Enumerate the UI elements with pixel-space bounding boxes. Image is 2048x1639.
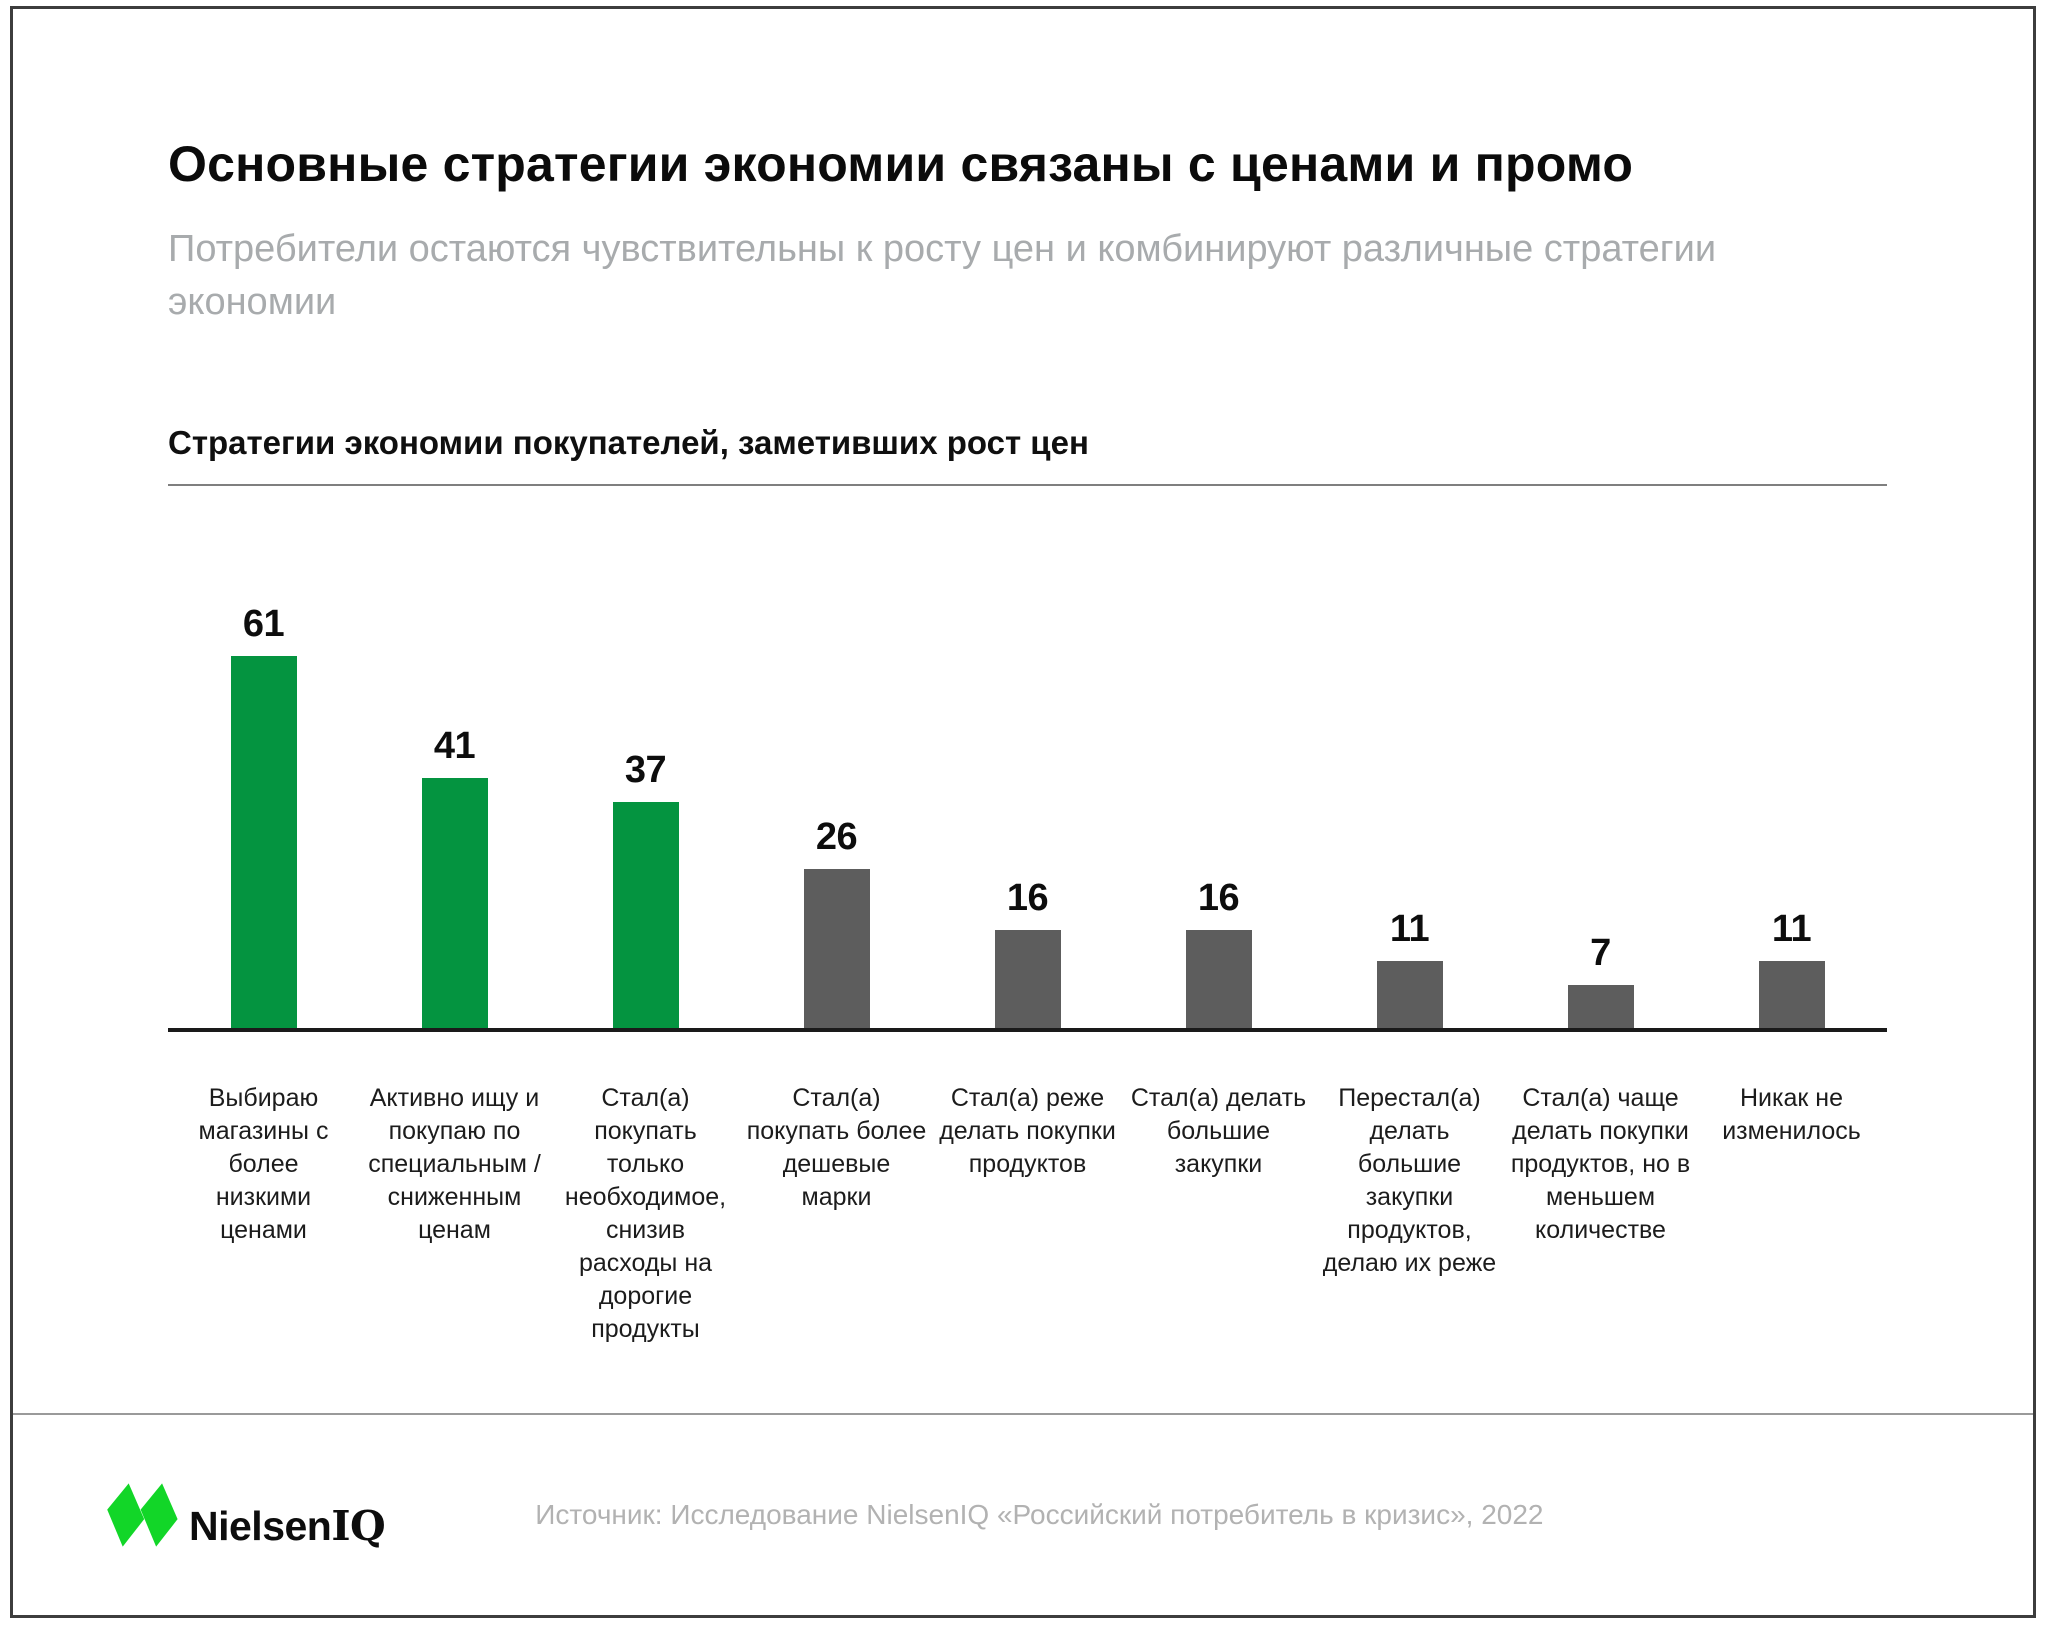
bar-category-cell: Стал(а) покупать более дешевые марки — [741, 1082, 932, 1346]
bar-category-label: Стал(а) покупать более дешевые марки — [746, 1084, 927, 1212]
bar-category-cell: Перестал(а) делать большие закупки проду… — [1314, 1082, 1505, 1346]
chart-plot: 61 41 37 26 16 16 11 7 11 — [168, 486, 1887, 1033]
wordmark-nielsen: Nielsen — [189, 1503, 332, 1549]
bar — [803, 869, 870, 1029]
bar-category-label: Стал(а) чаще делать покупки продуктов, н… — [1510, 1084, 1691, 1245]
bar-category-cell: Никак не изменилось — [1696, 1082, 1887, 1346]
bar-value-label: 11 — [1771, 908, 1812, 951]
source-text: Источник: Исследование NielsenIQ «Россий… — [535, 1499, 1544, 1530]
bar-category-label: Перестал(а) делать большие закупки проду… — [1322, 1084, 1497, 1278]
bar — [612, 802, 679, 1029]
bar-value-label: 37 — [624, 749, 667, 792]
page-subtitle: Потребители остаются чувствительны к рос… — [168, 228, 1717, 324]
bar-category-label: Выбираю магазины с более низкими ценами — [198, 1084, 329, 1245]
bar-category-cell: Стал(а) делать большие закупки — [1123, 1082, 1314, 1346]
bar-column: 61 — [168, 603, 359, 1029]
nielseniq-mark-icon — [107, 1483, 178, 1547]
bar-column: 37 — [550, 749, 741, 1029]
bar-column: 7 — [1505, 932, 1696, 1029]
wordmark-iq: IQ — [331, 1502, 386, 1550]
bar-column: 26 — [741, 816, 932, 1029]
bar-value-label: 41 — [433, 725, 476, 768]
bar-category-label: Стал(а) делать большие закупки — [1130, 1084, 1307, 1179]
slide-card: Основные стратегии экономии связаны с це… — [10, 6, 2036, 1618]
bar-value-label: 26 — [815, 816, 858, 859]
bar — [1567, 985, 1634, 1029]
footer: NielsenIQ Источник: Исследование Nielsen… — [13, 1413, 2033, 1615]
bar — [1376, 961, 1443, 1029]
bar-column: 11 — [1696, 908, 1887, 1029]
slide-content: Основные стратегии экономии связаны с це… — [13, 9, 2033, 1346]
bar-category-label: Активно ищу и покупаю по специальным / с… — [368, 1084, 541, 1245]
bar-column: 16 — [932, 877, 1123, 1029]
bar — [1758, 961, 1825, 1029]
bar-value-label: 16 — [1006, 877, 1049, 920]
bar-category-cell: Выбираю магазины с более низкими ценами — [168, 1082, 359, 1346]
bar-category-label: Стал(а) реже делать покупки продуктов — [939, 1084, 1116, 1179]
bar-category-cell: Стал(а) покупать только необходимое, сни… — [550, 1082, 741, 1346]
bar-category-cell: Активно ищу и покупаю по специальным / с… — [359, 1082, 550, 1346]
bar-column: 11 — [1314, 908, 1505, 1029]
nielseniq-logo: NielsenIQ — [107, 1481, 386, 1549]
bar-category-cell: Стал(а) чаще делать покупки продуктов, н… — [1505, 1082, 1696, 1346]
bar — [1185, 930, 1252, 1029]
nielseniq-wordmark: NielsenIQ — [189, 1503, 386, 1549]
chart-title-underline — [168, 484, 1887, 487]
bar-value-label: 7 — [1590, 932, 1611, 975]
bar-category-label: Никак не изменилось — [1722, 1084, 1861, 1146]
bar-column: 16 — [1123, 877, 1314, 1029]
bar-category-cell: Стал(а) реже делать покупки продуктов — [932, 1082, 1123, 1346]
chart-title: Стратегии экономии покупателей, заметивш… — [168, 424, 1089, 462]
bar-category-label: Стал(а) покупать только необходимое, сни… — [564, 1084, 727, 1344]
bar — [994, 930, 1061, 1029]
bar — [421, 778, 488, 1029]
bar-value-label: 16 — [1197, 877, 1240, 920]
chart-categories: Выбираю магазины с более низкими ценами А… — [168, 1082, 1887, 1346]
bar-value-label: 61 — [242, 603, 285, 646]
bar-column: 41 — [359, 725, 550, 1029]
page-title: Основные стратегии экономии связаны с це… — [168, 136, 1634, 192]
bar-value-label: 11 — [1389, 908, 1430, 951]
bar — [230, 656, 297, 1029]
